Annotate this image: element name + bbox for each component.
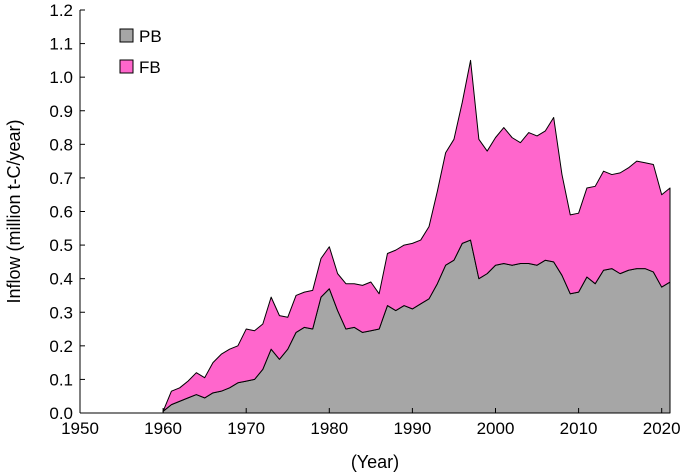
stacked-areas [162, 59, 671, 414]
y-axis-ticks: 0.0 0.1 0.2 0.3 0.4 0.5 0.6 0.7 0.8 0.9 1.0 1.1 1.2 [49, 1, 85, 423]
y-tick-label: 0.3 [49, 303, 73, 322]
y-tick-label: 1.2 [49, 1, 73, 20]
y-tick-label: 1.0 [49, 68, 73, 87]
x-tick-label: 1980 [310, 419, 348, 438]
legend-swatch-fb [119, 59, 134, 74]
x-tick-label: 1970 [227, 419, 265, 438]
x-tick-label: 2020 [643, 419, 681, 438]
legend: PB FB [119, 27, 162, 77]
y-tick-label: 0.9 [49, 102, 73, 121]
y-tick-label: 0.6 [49, 203, 73, 222]
x-tick-label: 2010 [560, 419, 598, 438]
y-tick-label: 0.4 [49, 270, 73, 289]
legend-label-fb: FB [139, 58, 161, 77]
x-axis-ticks: 1950 1960 1970 1980 1990 2000 2010 2020 [61, 408, 681, 438]
x-tick-label: 1960 [144, 419, 182, 438]
area-fb [162, 59, 671, 412]
y-tick-label: 0.8 [49, 135, 73, 154]
y-axis-label: Inflow (million t-C/year) [4, 119, 24, 303]
x-tick-label: 1990 [393, 419, 431, 438]
y-tick-label: 0.2 [49, 337, 73, 356]
x-axis-label: (Year) [351, 452, 399, 472]
y-tick-label: 0.0 [49, 404, 73, 423]
legend-swatch-pb [119, 28, 134, 43]
y-tick-label: 0.1 [49, 370, 73, 389]
x-tick-label: 1950 [61, 419, 99, 438]
y-tick-label: 1.1 [49, 35, 73, 54]
x-tick-label: 2000 [477, 419, 515, 438]
legend-label-pb: PB [139, 27, 162, 46]
y-tick-label: 0.5 [49, 236, 73, 255]
y-tick-label: 0.7 [49, 169, 73, 188]
